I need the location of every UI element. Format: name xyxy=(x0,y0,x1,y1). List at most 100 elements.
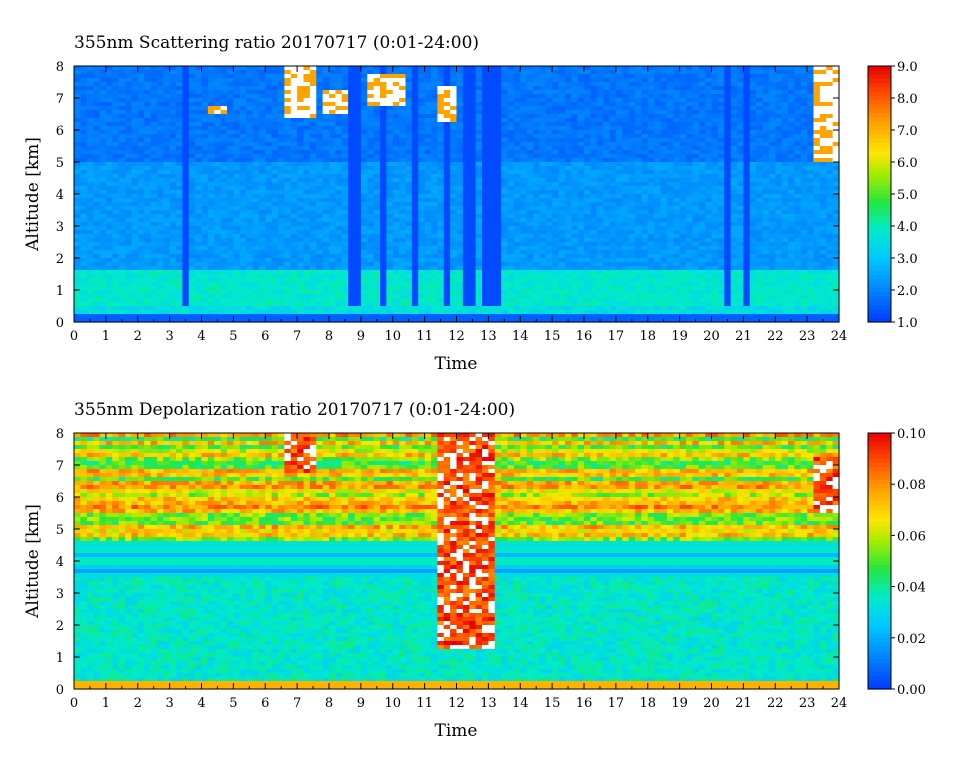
heatmap-cell xyxy=(590,166,598,171)
heatmap-cell xyxy=(800,158,808,163)
heatmap-cell xyxy=(367,94,375,99)
heatmap-cell xyxy=(794,74,802,79)
heatmap-cell xyxy=(615,134,623,139)
heatmap-cell xyxy=(590,126,598,131)
heatmap-cell xyxy=(373,178,381,183)
heatmap-cell xyxy=(705,102,713,107)
heatmap-cell xyxy=(698,174,706,179)
heatmap-cell xyxy=(93,74,101,79)
heatmap-cell xyxy=(469,214,477,219)
heatmap-cell xyxy=(309,182,317,187)
heatmap-cell xyxy=(150,106,158,111)
heatmap-cell xyxy=(137,114,145,119)
heatmap-cell xyxy=(131,122,139,127)
heatmap-cell xyxy=(156,138,164,143)
heatmap-cell xyxy=(80,110,88,115)
heatmap-cell xyxy=(118,130,126,135)
heatmap-cell xyxy=(367,222,375,227)
heatmap-cell xyxy=(609,86,617,91)
heatmap-cell xyxy=(698,138,706,143)
heatmap-cell xyxy=(768,86,776,91)
heatmap-cell xyxy=(577,66,585,71)
heatmap-cell xyxy=(239,130,247,135)
heatmap-cell xyxy=(711,190,719,195)
heatmap-cell xyxy=(564,98,572,103)
heatmap-cell xyxy=(99,202,107,207)
heatmap-cell xyxy=(246,90,254,95)
heatmap-cell xyxy=(258,230,266,235)
heatmap-cell xyxy=(278,90,285,95)
heatmap-cell xyxy=(749,130,757,135)
heatmap-cell xyxy=(743,158,751,163)
heatmap-cell xyxy=(150,110,158,115)
heatmap-cell xyxy=(520,82,528,87)
heatmap-cell xyxy=(86,142,94,147)
heatmap-cell xyxy=(584,78,591,83)
heatmap-cell xyxy=(501,166,509,171)
heatmap-cell xyxy=(724,202,732,207)
heatmap-cell xyxy=(647,198,655,203)
heatmap-cell xyxy=(392,82,400,87)
heatmap-cell xyxy=(635,210,642,215)
heatmap-cell xyxy=(405,230,413,235)
heatmap-cell xyxy=(647,206,655,211)
heatmap-cell xyxy=(711,146,719,151)
heatmap-cell xyxy=(469,102,477,107)
heatmap-cell xyxy=(654,206,662,211)
heatmap-cell xyxy=(156,206,164,211)
heatmap-cell xyxy=(214,110,222,115)
heatmap-cell xyxy=(367,150,375,155)
heatmap-cell xyxy=(717,98,725,103)
heatmap-cell xyxy=(112,106,120,111)
heatmap-cell xyxy=(813,142,821,147)
heatmap-cell xyxy=(431,130,438,135)
heatmap-cell xyxy=(826,166,834,171)
heatmap-cell xyxy=(86,78,94,83)
heatmap-cell xyxy=(214,106,222,111)
heatmap-cell xyxy=(207,230,215,235)
heatmap-cell xyxy=(386,218,394,223)
heatmap-cell xyxy=(666,106,674,111)
heatmap-cell xyxy=(571,190,579,195)
heatmap-cell xyxy=(596,170,604,175)
heatmap-cell xyxy=(494,230,502,235)
heatmap-cell xyxy=(756,134,764,139)
heatmap-cell xyxy=(399,106,407,111)
heatmap-cell xyxy=(405,154,413,159)
heatmap-cell xyxy=(800,186,808,191)
heatmap-cell xyxy=(800,182,808,187)
heatmap-cell xyxy=(832,198,840,203)
heatmap-cell xyxy=(316,218,324,223)
heatmap-cell xyxy=(717,142,725,147)
heatmap-cell xyxy=(475,66,483,71)
heatmap-cell xyxy=(150,74,158,79)
heatmap-cell xyxy=(80,162,88,167)
heatmap-cell xyxy=(520,162,528,167)
heatmap-cell xyxy=(169,70,177,75)
heatmap-cell xyxy=(660,74,668,79)
heatmap-cell xyxy=(641,170,649,175)
heatmap-cell xyxy=(271,118,279,123)
heatmap-cell xyxy=(437,158,445,163)
heatmap-cell xyxy=(819,122,827,127)
heatmap-cell xyxy=(558,94,566,99)
heatmap-cell xyxy=(647,130,655,135)
heatmap-cell xyxy=(807,102,815,107)
heatmap-cell xyxy=(526,146,534,151)
heatmap-cell xyxy=(507,110,515,115)
heatmap-cell xyxy=(188,74,196,79)
heatmap-cell xyxy=(207,134,215,139)
heatmap-cell xyxy=(781,214,789,219)
heatmap-cell xyxy=(341,158,349,163)
heatmap-cell xyxy=(150,66,158,71)
heatmap-cell xyxy=(730,134,738,139)
heatmap-cell xyxy=(258,102,266,107)
heatmap-cell xyxy=(622,114,630,119)
heatmap-cell xyxy=(252,66,260,71)
heatmap-cell xyxy=(303,230,311,235)
heatmap-cell xyxy=(367,142,375,147)
heatmap-cell xyxy=(131,182,139,187)
heatmap-cell xyxy=(698,178,706,183)
heatmap-cell xyxy=(781,198,789,203)
heatmap-cell xyxy=(635,190,642,195)
